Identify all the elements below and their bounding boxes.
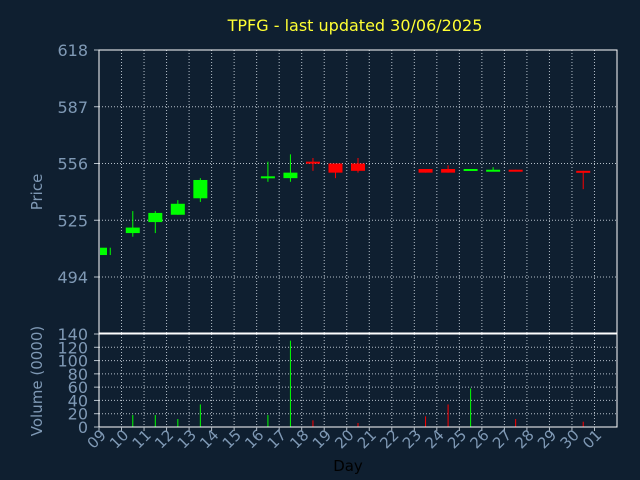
candle-body bbox=[148, 212, 163, 223]
candle-body bbox=[351, 163, 365, 171]
price-y-tick-label: 556 bbox=[57, 155, 88, 174]
x-axis-label: Day bbox=[333, 457, 363, 475]
candle-body bbox=[328, 163, 343, 173]
price-panel: 618 587 556 525 494 Price bbox=[28, 41, 618, 334]
candle-body bbox=[576, 170, 591, 173]
price-y-tick-labels: 618 587 556 525 494 bbox=[57, 41, 88, 287]
candle-body bbox=[260, 176, 275, 179]
candle-body bbox=[441, 168, 456, 173]
volume-y-tick-label: 0 bbox=[78, 418, 88, 437]
candle bbox=[100, 247, 111, 256]
volume-y-tick-label: 120 bbox=[57, 338, 88, 357]
candle-body bbox=[508, 169, 523, 172]
price-y-tick-label: 587 bbox=[57, 98, 88, 117]
candle-body bbox=[486, 169, 501, 172]
price-gridlines bbox=[94, 49, 617, 333]
candle bbox=[148, 211, 163, 234]
volume-y-tick-label: 20 bbox=[68, 405, 88, 424]
candle-body bbox=[305, 161, 320, 164]
candle-body bbox=[283, 172, 298, 179]
candle bbox=[305, 158, 320, 171]
volume-bar-series bbox=[132, 340, 584, 427]
chart-title: TPFG - last updated 30/06/2025 bbox=[227, 16, 483, 35]
candle-body bbox=[193, 179, 208, 199]
candle bbox=[170, 200, 185, 215]
candle-body bbox=[125, 227, 140, 234]
candle bbox=[125, 211, 140, 237]
price-y-tick-label: 525 bbox=[57, 211, 88, 230]
candle bbox=[508, 169, 523, 172]
candle-body bbox=[418, 168, 433, 173]
price-y-tick-label: 618 bbox=[57, 41, 88, 60]
price-y-tick-label: 494 bbox=[57, 268, 88, 287]
candle bbox=[351, 158, 365, 173]
candle bbox=[576, 170, 591, 190]
candle bbox=[283, 154, 298, 182]
price-plot-area bbox=[99, 50, 617, 333]
price-y-axis-label: Price bbox=[28, 174, 46, 211]
candle bbox=[193, 178, 208, 202]
x-tick-labels: 0910111213141516171819202122232425262728… bbox=[84, 426, 606, 452]
candlestick-series bbox=[100, 154, 591, 256]
candle bbox=[441, 165, 456, 173]
volume-plot-frame bbox=[98, 333, 618, 428]
candle bbox=[463, 168, 478, 171]
volume-y-tick-label: 60 bbox=[68, 378, 88, 397]
candle-body bbox=[100, 247, 107, 256]
volume-y-axis-label: Volume (0000) bbox=[28, 326, 46, 436]
volume-y-tick-label: 40 bbox=[68, 391, 88, 410]
volume-y-tick-label: 140 bbox=[57, 325, 88, 344]
candle bbox=[418, 168, 433, 173]
candle-body bbox=[463, 168, 478, 171]
candle bbox=[328, 163, 343, 179]
volume-y-tick-label: 100 bbox=[57, 352, 88, 371]
volume-y-tick-label: 80 bbox=[68, 365, 88, 384]
candle bbox=[486, 167, 501, 172]
x-tick-label: 01 bbox=[579, 426, 605, 452]
candle bbox=[260, 161, 275, 182]
candle-body bbox=[170, 203, 185, 215]
price-plot-frame bbox=[98, 49, 618, 334]
volume-gridlines bbox=[94, 333, 617, 428]
